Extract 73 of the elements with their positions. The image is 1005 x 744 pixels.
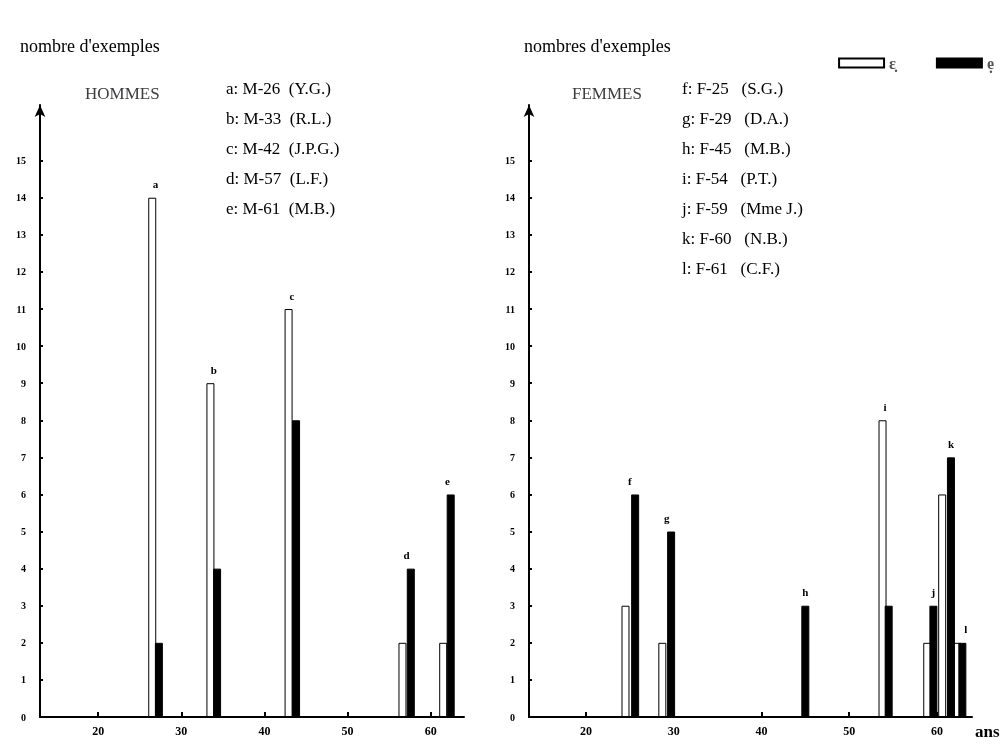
y-tick-label: 8	[510, 414, 515, 426]
legend-label: ɛ̣	[889, 54, 898, 72]
annotation: l: F-61 (C.F.)	[682, 259, 780, 278]
y-tick-label: 10	[505, 340, 515, 352]
text: f: F-25 (S.G.)	[682, 79, 784, 98]
y-tick-label: 0	[21, 711, 26, 723]
y-tick-label: 7	[21, 451, 26, 463]
annotation: a	[152, 178, 159, 191]
x-tick-label: 30	[175, 724, 188, 738]
y-axis-title: nombre d'exemples	[20, 36, 160, 56]
y-tick-label: 12	[16, 266, 26, 278]
x-tick-label: 20	[92, 724, 105, 738]
y-tick-label: 7	[510, 451, 515, 463]
x-tick-label: 40	[258, 724, 271, 738]
y-tick-label: 6	[510, 488, 515, 500]
y-tick-label: 5	[21, 526, 26, 538]
annotation: i: F-54 (P.T.)	[682, 169, 778, 188]
annotation: k	[947, 437, 955, 450]
y-tick-label: 2	[510, 637, 515, 649]
y-tick-label: 15	[16, 155, 26, 167]
y-tick-label: 10	[16, 340, 26, 352]
annotation: i	[883, 400, 887, 413]
y-axis-title: nombres d'exemples	[524, 36, 671, 56]
y-tick-label: 4	[510, 563, 515, 575]
y-tick-label: 14	[16, 192, 26, 204]
y-tick-label: 9	[510, 377, 515, 389]
x-tick-label: 50	[843, 724, 856, 738]
annotation: h: F-45 (M.B.)	[682, 139, 791, 158]
y-tick-label: 13	[16, 229, 26, 241]
annotation: b: M-33 (R.L.)	[226, 109, 332, 128]
x-tick-label: 30	[667, 724, 680, 738]
annotation: e	[444, 474, 450, 487]
y-tick-label: 4	[21, 563, 26, 575]
annotation: j	[930, 586, 936, 599]
x-tick-label: 50	[341, 724, 354, 738]
annotation: l	[964, 623, 968, 636]
y-tick-label: 3	[21, 600, 26, 612]
annotation: g: F-29 (D.A.)	[682, 109, 789, 128]
y-tick-label: 14	[505, 192, 515, 204]
annotation: j: F-59 (Mme J.)	[681, 199, 803, 218]
annotation: f	[628, 474, 633, 487]
y-tick-label: 12	[505, 266, 515, 278]
chart-title: FEMMES	[572, 84, 642, 103]
y-tick-label: 11	[505, 303, 515, 315]
y-tick-label: 1	[510, 674, 515, 686]
x-tick-label: 20	[580, 724, 593, 738]
y-tick-label: 0	[510, 711, 515, 723]
annotation: c	[289, 289, 295, 302]
y-tick-label: 13	[505, 229, 515, 241]
annotation: g	[663, 512, 670, 525]
text: a: M-26 (Y.G.)	[226, 79, 331, 98]
annotation: b	[210, 363, 217, 376]
annotation: k: F-60 (N.B.)	[682, 229, 788, 248]
y-tick-label: 15	[505, 155, 515, 167]
y-tick-label: 6	[21, 488, 26, 500]
legend-label: ẹ	[986, 54, 995, 73]
x-axis-title: ans	[975, 722, 1000, 741]
annotation: d: M-57 (L.F.)	[226, 169, 329, 188]
x-tick-label: 60	[424, 724, 437, 738]
y-tick-label: 3	[510, 600, 515, 612]
y-tick-label: 9	[21, 377, 26, 389]
x-tick-label: 60	[930, 724, 943, 738]
annotation: h	[802, 586, 809, 599]
y-tick-label: 2	[21, 637, 26, 649]
y-tick-label: 1	[21, 674, 26, 686]
annotation: e: M-61 (M.B.)	[226, 199, 336, 218]
annotation: d	[403, 549, 410, 562]
annotation: c: M-42 (J.P.G.)	[226, 139, 340, 158]
y-tick-label: 11	[16, 303, 26, 315]
y-tick-label: 8	[21, 414, 26, 426]
x-tick-label: 40	[755, 724, 768, 738]
chart-title: HOMMES	[85, 84, 160, 103]
y-tick-label: 5	[510, 526, 515, 538]
